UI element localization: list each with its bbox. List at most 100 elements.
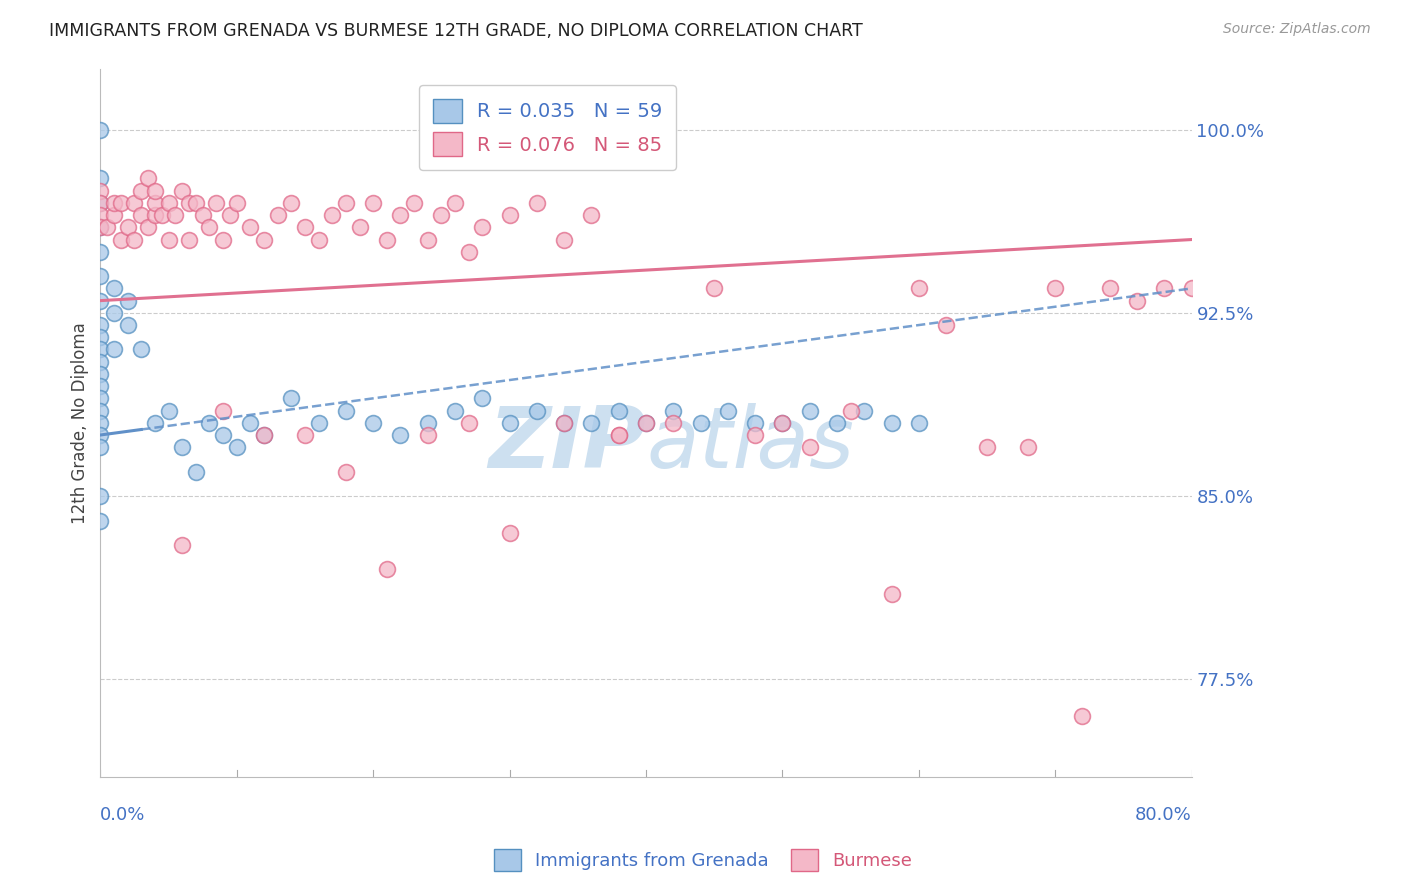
Point <box>89 392 111 406</box>
Point <box>89 269 111 284</box>
Point <box>294 220 316 235</box>
Point <box>177 233 200 247</box>
Point <box>335 195 357 210</box>
Point <box>308 233 330 247</box>
Point <box>89 220 111 235</box>
Point <box>553 233 575 247</box>
Point <box>607 403 630 417</box>
Point <box>1017 440 1039 454</box>
Point <box>239 220 262 235</box>
Text: IMMIGRANTS FROM GRENADA VS BURMESE 12TH GRADE, NO DIPLOMA CORRELATION CHART: IMMIGRANTS FROM GRENADA VS BURMESE 12TH … <box>49 22 863 40</box>
Point <box>89 220 111 235</box>
Point <box>172 184 194 198</box>
Point <box>335 465 357 479</box>
Point <box>416 233 439 247</box>
Point <box>198 220 221 235</box>
Text: Source: ZipAtlas.com: Source: ZipAtlas.com <box>1223 22 1371 37</box>
Point <box>404 195 426 210</box>
Point <box>799 440 821 454</box>
Point <box>662 416 685 430</box>
Point <box>935 318 957 332</box>
Point <box>444 195 467 210</box>
Point <box>498 208 520 222</box>
Point <box>96 220 118 235</box>
Point <box>89 403 111 417</box>
Point <box>907 281 929 295</box>
Point <box>703 281 725 295</box>
Point <box>744 416 766 430</box>
Text: atlas: atlas <box>645 402 853 485</box>
Point <box>266 208 288 222</box>
Point <box>103 195 125 210</box>
Point <box>416 428 439 442</box>
Point <box>280 195 302 210</box>
Point <box>607 428 630 442</box>
Point <box>634 416 657 430</box>
Point <box>717 403 740 417</box>
Point <box>89 514 111 528</box>
Point <box>526 403 548 417</box>
Point <box>880 416 903 430</box>
Y-axis label: 12th Grade, No Diploma: 12th Grade, No Diploma <box>72 322 89 524</box>
Point <box>172 538 194 552</box>
Point <box>103 343 125 357</box>
Point <box>212 428 235 442</box>
Point <box>457 416 479 430</box>
Point <box>471 392 494 406</box>
Point <box>165 208 187 222</box>
Point <box>172 440 194 454</box>
Point <box>212 233 235 247</box>
Point <box>770 416 793 430</box>
Point <box>124 195 146 210</box>
Point <box>110 233 132 247</box>
Point <box>825 416 848 430</box>
Point <box>89 428 111 442</box>
Point <box>335 403 357 417</box>
Point <box>253 233 276 247</box>
Point <box>143 208 166 222</box>
Point <box>253 428 276 442</box>
Point <box>136 171 159 186</box>
Point <box>89 343 111 357</box>
Point <box>375 562 398 576</box>
Point <box>770 416 793 430</box>
Point <box>689 416 711 430</box>
Legend: R = 0.035   N = 59, R = 0.076   N = 85: R = 0.035 N = 59, R = 0.076 N = 85 <box>419 86 676 169</box>
Point <box>129 184 152 198</box>
Point <box>553 416 575 430</box>
Point <box>430 208 453 222</box>
Point <box>225 195 247 210</box>
Text: ZIP: ZIP <box>488 402 645 485</box>
Point <box>124 233 146 247</box>
Point <box>143 184 166 198</box>
Point <box>280 392 302 406</box>
Point <box>89 171 111 186</box>
Point <box>150 208 173 222</box>
Point <box>471 220 494 235</box>
Point <box>389 428 412 442</box>
Point <box>89 195 111 210</box>
Point <box>581 208 603 222</box>
Point <box>498 525 520 540</box>
Text: 80.0%: 80.0% <box>1135 806 1192 824</box>
Point <box>89 489 111 503</box>
Point <box>89 208 111 222</box>
Point <box>103 306 125 320</box>
Point <box>157 233 180 247</box>
Point <box>389 208 412 222</box>
Point <box>976 440 998 454</box>
Point <box>839 403 862 417</box>
Point <box>853 403 876 417</box>
Point <box>253 428 276 442</box>
Point <box>117 220 139 235</box>
Point <box>89 367 111 381</box>
Point <box>321 208 343 222</box>
Point <box>1181 281 1204 295</box>
Point <box>907 416 929 430</box>
Point <box>157 195 180 210</box>
Point <box>662 403 685 417</box>
Point <box>212 403 235 417</box>
Point <box>880 587 903 601</box>
Point <box>103 208 125 222</box>
Legend: Immigrants from Grenada, Burmese: Immigrants from Grenada, Burmese <box>486 842 920 879</box>
